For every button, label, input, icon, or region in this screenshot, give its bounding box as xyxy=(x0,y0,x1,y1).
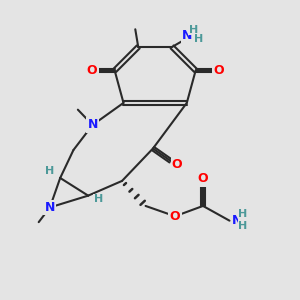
Text: O: O xyxy=(170,210,180,223)
Text: O: O xyxy=(213,64,224,77)
Text: H: H xyxy=(194,34,203,44)
Text: H: H xyxy=(189,25,198,35)
Text: N: N xyxy=(232,214,242,226)
Text: N: N xyxy=(182,29,193,42)
Text: H: H xyxy=(45,167,55,176)
Text: H: H xyxy=(238,221,248,231)
Text: H: H xyxy=(238,209,248,219)
Text: O: O xyxy=(87,64,97,77)
Text: N: N xyxy=(87,118,98,131)
Text: O: O xyxy=(198,172,208,185)
Text: O: O xyxy=(172,158,182,171)
Text: N: N xyxy=(45,201,55,214)
Text: H: H xyxy=(94,194,103,204)
